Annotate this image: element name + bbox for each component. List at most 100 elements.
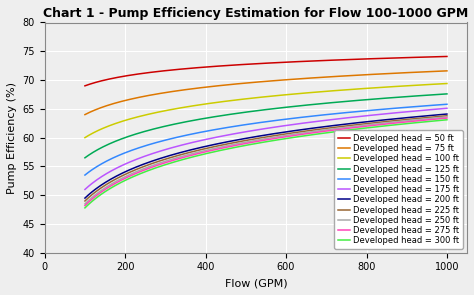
Developed head = 150 ft bbox=[83, 172, 89, 176]
Developed head = 175 ft bbox=[387, 112, 393, 115]
Developed head = 225 ft bbox=[387, 119, 393, 123]
Developed head = 250 ft bbox=[296, 132, 302, 135]
Developed head = 300 ft bbox=[444, 118, 450, 122]
Developed head = 225 ft bbox=[296, 130, 302, 134]
Developed head = 75 ft bbox=[82, 113, 88, 117]
Developed head = 125 ft bbox=[444, 92, 450, 96]
Line: Developed head = 75 ft: Developed head = 75 ft bbox=[85, 71, 447, 115]
Developed head = 50 ft bbox=[83, 83, 89, 87]
Developed head = 75 ft bbox=[410, 71, 416, 74]
Developed head = 275 ft bbox=[444, 116, 450, 120]
Developed head = 200 ft bbox=[444, 112, 450, 116]
Developed head = 175 ft bbox=[410, 109, 416, 113]
Developed head = 50 ft bbox=[444, 55, 450, 58]
Developed head = 150 ft bbox=[410, 105, 416, 109]
Developed head = 50 ft bbox=[304, 60, 310, 63]
Developed head = 225 ft bbox=[410, 117, 416, 121]
Developed head = 200 ft bbox=[83, 195, 89, 199]
Developed head = 100 ft bbox=[304, 91, 310, 95]
Developed head = 275 ft bbox=[410, 119, 416, 123]
Developed head = 125 ft bbox=[296, 104, 302, 108]
Legend: Developed head = 50 ft, Developed head = 75 ft, Developed head = 100 ft, Develop: Developed head = 50 ft, Developed head =… bbox=[334, 130, 463, 249]
Developed head = 100 ft bbox=[410, 84, 416, 87]
Line: Developed head = 200 ft: Developed head = 200 ft bbox=[85, 114, 447, 198]
Developed head = 300 ft bbox=[387, 124, 393, 127]
Developed head = 75 ft bbox=[83, 112, 89, 116]
Developed head = 175 ft bbox=[304, 121, 310, 124]
Developed head = 125 ft bbox=[387, 96, 393, 100]
Line: Developed head = 225 ft: Developed head = 225 ft bbox=[85, 116, 447, 201]
Developed head = 250 ft bbox=[410, 118, 416, 122]
Developed head = 150 ft bbox=[387, 107, 393, 110]
Developed head = 200 ft bbox=[298, 128, 303, 132]
Line: Developed head = 125 ft: Developed head = 125 ft bbox=[85, 94, 447, 158]
Developed head = 200 ft bbox=[82, 196, 88, 200]
Developed head = 150 ft bbox=[298, 116, 303, 119]
Developed head = 200 ft bbox=[296, 128, 302, 132]
Line: Developed head = 250 ft: Developed head = 250 ft bbox=[85, 117, 447, 204]
Developed head = 100 ft bbox=[82, 136, 88, 140]
Developed head = 100 ft bbox=[298, 92, 303, 95]
Developed head = 200 ft bbox=[410, 115, 416, 119]
Developed head = 200 ft bbox=[304, 127, 310, 131]
Developed head = 125 ft bbox=[304, 103, 310, 107]
Developed head = 250 ft bbox=[298, 132, 303, 135]
Developed head = 225 ft bbox=[298, 130, 303, 134]
Developed head = 300 ft bbox=[83, 205, 89, 209]
Title: Chart 1 - Pump Efficiency Estimation for Flow 100-1000 GPM: Chart 1 - Pump Efficiency Estimation for… bbox=[43, 7, 468, 20]
Line: Developed head = 300 ft: Developed head = 300 ft bbox=[85, 120, 447, 208]
Developed head = 75 ft bbox=[298, 77, 303, 81]
Developed head = 150 ft bbox=[304, 115, 310, 119]
Y-axis label: Pump Efficiency (%): Pump Efficiency (%) bbox=[7, 82, 17, 194]
Developed head = 100 ft bbox=[296, 92, 302, 95]
Developed head = 250 ft bbox=[444, 115, 450, 119]
Developed head = 275 ft bbox=[83, 203, 89, 206]
Developed head = 50 ft bbox=[410, 56, 416, 59]
Developed head = 225 ft bbox=[83, 198, 89, 201]
Developed head = 125 ft bbox=[83, 155, 89, 159]
Developed head = 150 ft bbox=[444, 102, 450, 106]
Developed head = 175 ft bbox=[444, 106, 450, 110]
Developed head = 125 ft bbox=[410, 94, 416, 98]
Developed head = 50 ft bbox=[296, 60, 302, 63]
Developed head = 225 ft bbox=[444, 114, 450, 117]
Line: Developed head = 50 ft: Developed head = 50 ft bbox=[85, 56, 447, 86]
Developed head = 75 ft bbox=[296, 77, 302, 81]
Developed head = 250 ft bbox=[304, 131, 310, 134]
Developed head = 275 ft bbox=[296, 133, 302, 137]
Developed head = 125 ft bbox=[298, 104, 303, 107]
Developed head = 275 ft bbox=[82, 204, 88, 207]
X-axis label: Flow (GPM): Flow (GPM) bbox=[225, 278, 287, 288]
Developed head = 300 ft bbox=[304, 134, 310, 137]
Developed head = 250 ft bbox=[387, 121, 393, 124]
Developed head = 200 ft bbox=[387, 117, 393, 121]
Developed head = 175 ft bbox=[83, 186, 89, 190]
Developed head = 175 ft bbox=[298, 122, 303, 125]
Developed head = 75 ft bbox=[304, 76, 310, 80]
Developed head = 300 ft bbox=[298, 135, 303, 138]
Developed head = 275 ft bbox=[298, 133, 303, 136]
Developed head = 75 ft bbox=[387, 72, 393, 75]
Developed head = 150 ft bbox=[82, 173, 88, 177]
Line: Developed head = 175 ft: Developed head = 175 ft bbox=[85, 108, 447, 189]
Line: Developed head = 100 ft: Developed head = 100 ft bbox=[85, 83, 447, 138]
Developed head = 225 ft bbox=[82, 199, 88, 203]
Developed head = 100 ft bbox=[387, 85, 393, 88]
Developed head = 50 ft bbox=[82, 84, 88, 88]
Developed head = 275 ft bbox=[304, 132, 310, 135]
Line: Developed head = 275 ft: Developed head = 275 ft bbox=[85, 118, 447, 206]
Developed head = 250 ft bbox=[82, 202, 88, 206]
Developed head = 175 ft bbox=[296, 122, 302, 125]
Developed head = 100 ft bbox=[83, 135, 89, 139]
Developed head = 125 ft bbox=[82, 156, 88, 160]
Developed head = 50 ft bbox=[298, 60, 303, 63]
Line: Developed head = 150 ft: Developed head = 150 ft bbox=[85, 104, 447, 175]
Developed head = 50 ft bbox=[387, 56, 393, 60]
Developed head = 300 ft bbox=[82, 206, 88, 210]
Developed head = 225 ft bbox=[304, 129, 310, 133]
Developed head = 175 ft bbox=[82, 188, 88, 191]
Developed head = 275 ft bbox=[387, 122, 393, 125]
Developed head = 300 ft bbox=[410, 121, 416, 125]
Developed head = 250 ft bbox=[83, 201, 89, 204]
Developed head = 300 ft bbox=[296, 135, 302, 138]
